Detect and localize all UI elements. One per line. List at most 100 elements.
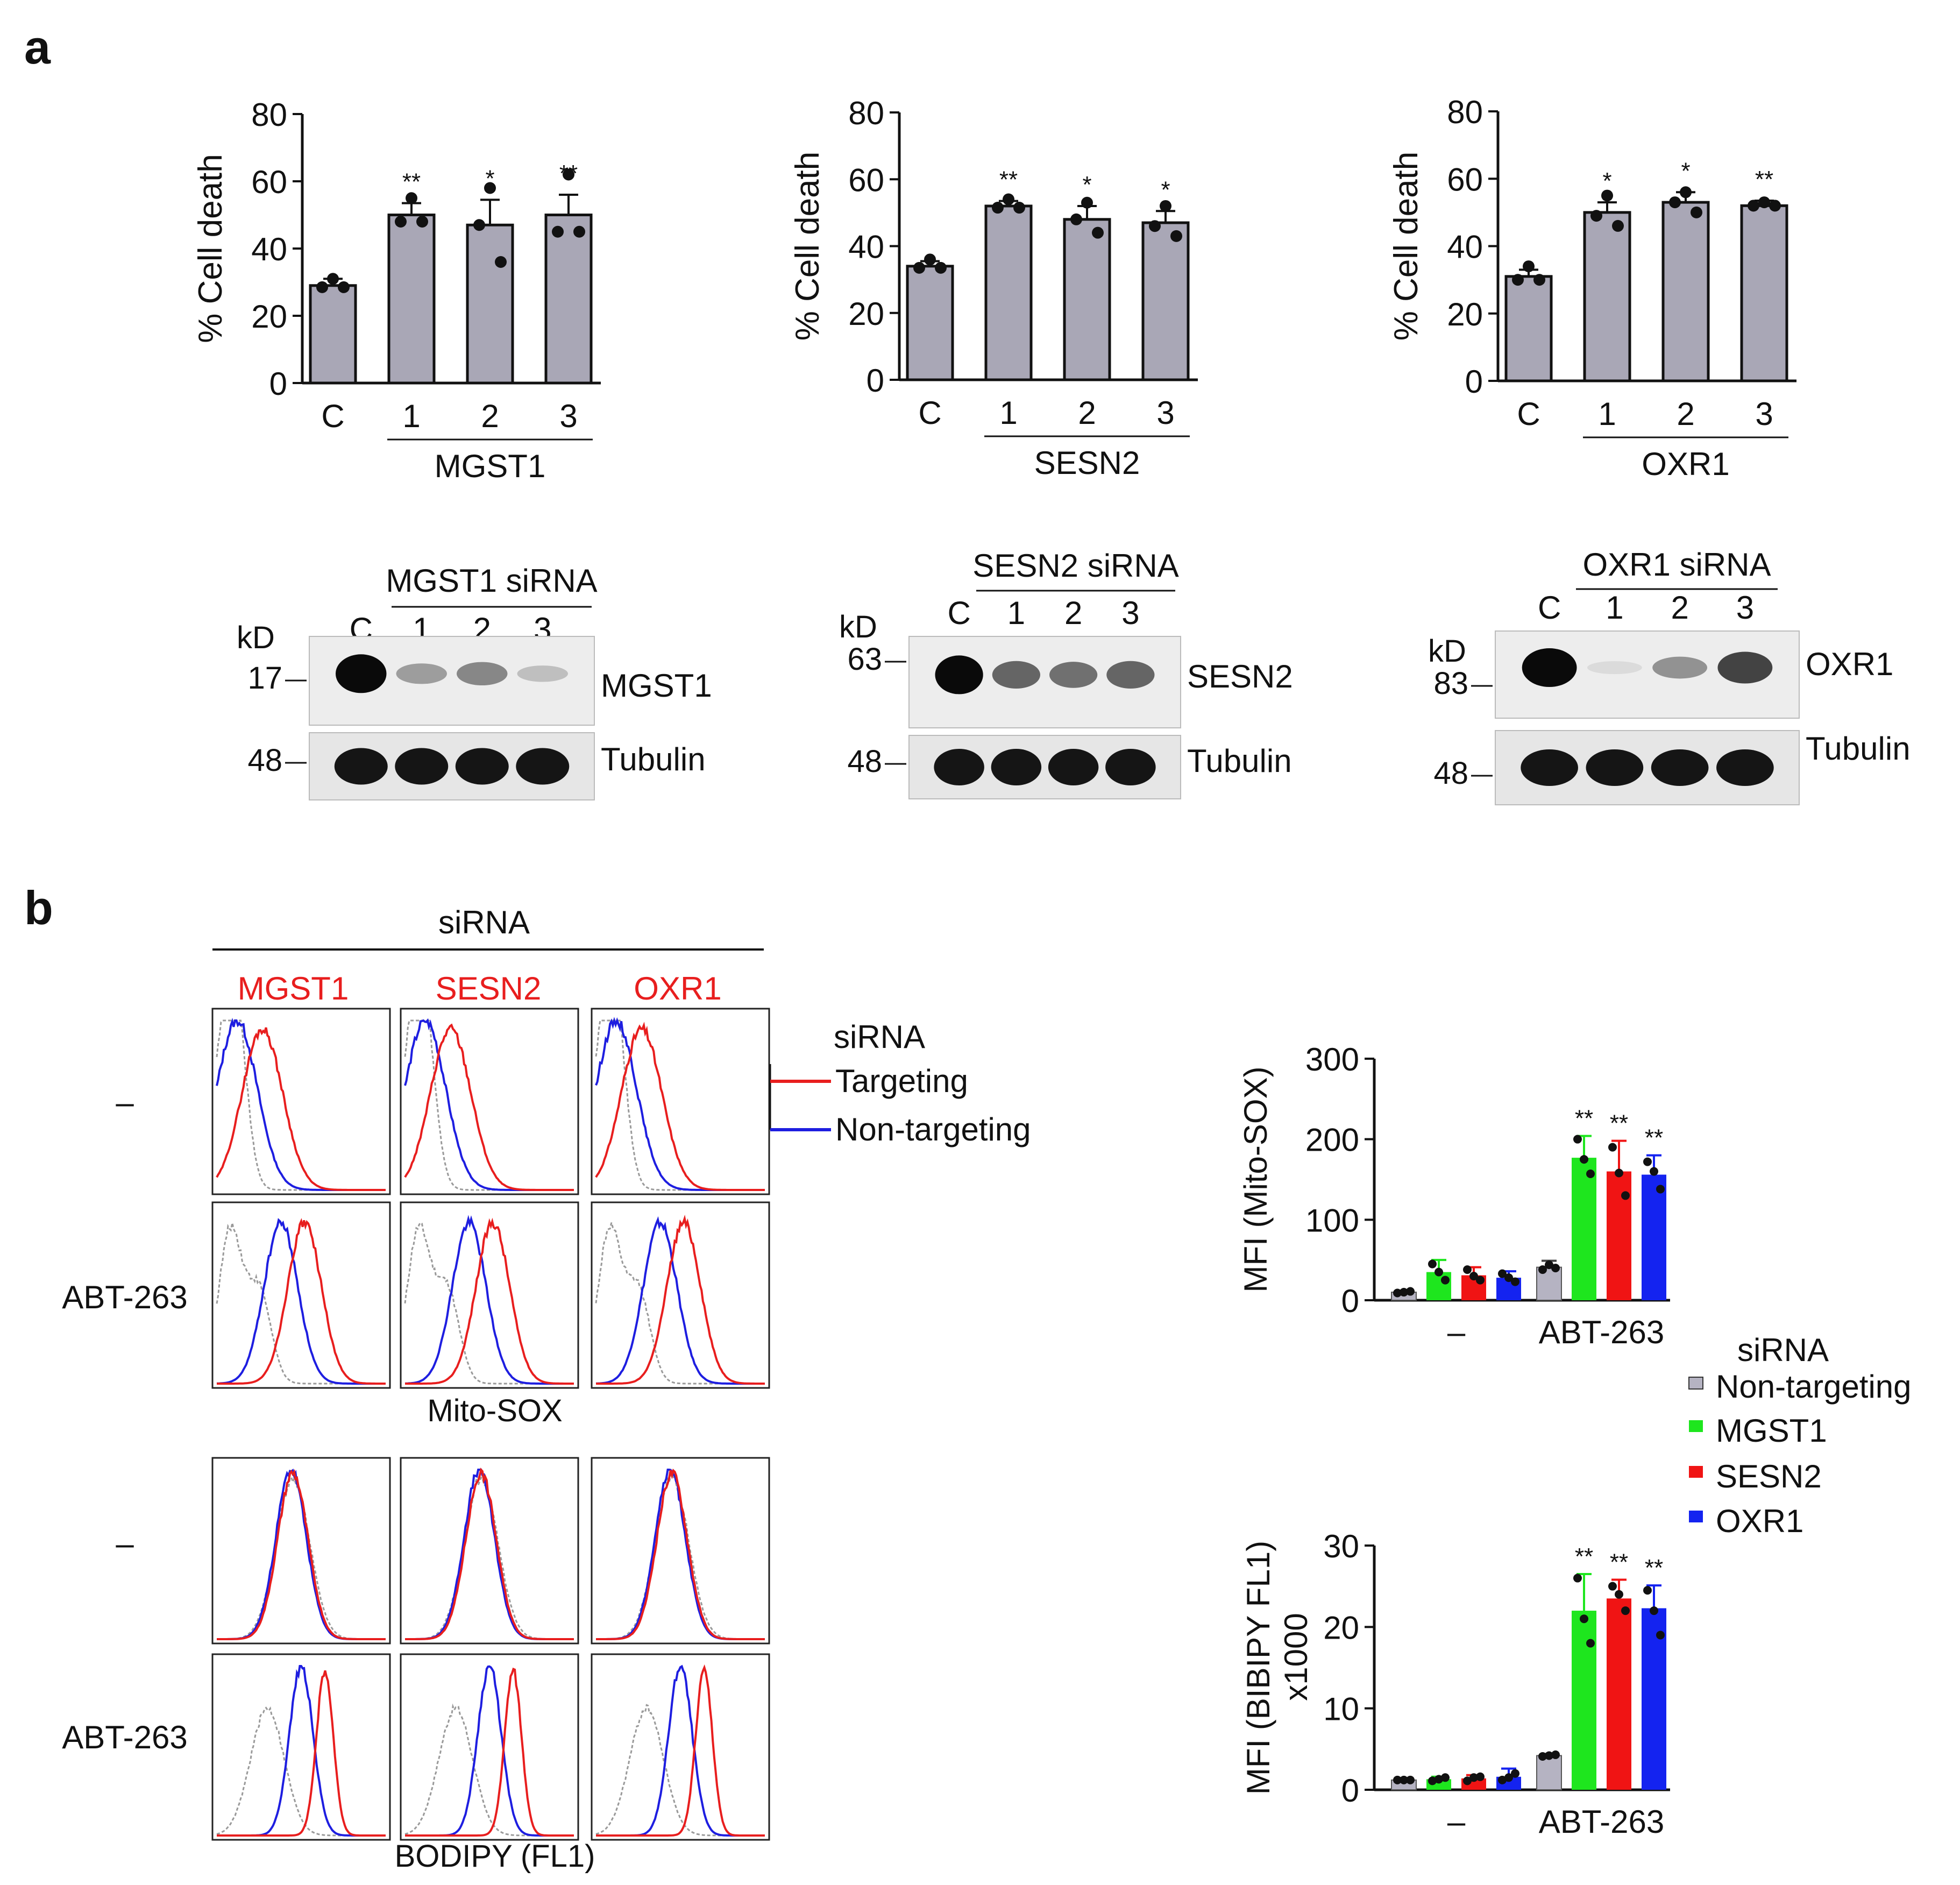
significance-marker: ** [1645,1125,1663,1151]
bar [1141,221,1190,381]
y-tick-label: 0 [867,363,884,399]
data-point [495,256,507,268]
data-point [1573,1135,1582,1144]
tubulin-band [991,749,1042,785]
flow-legend-nontargeting: Non-targeting [835,1111,1031,1147]
x-tick-label: 3 [559,398,577,434]
y-tick-label: 0 [1341,1773,1359,1809]
oxr1-cell-death-chart: 0 20 40 60 80 % Cell death C * 1 * 2 ** 3 OXR1 [1388,94,1796,482]
data-point [1400,1288,1408,1297]
data-point [1428,1776,1437,1785]
tubulin-band [334,748,388,785]
data-point [316,281,328,293]
data-point [1615,1168,1623,1178]
y-tick-label: 40 [251,231,287,267]
flow-sirna-header: siRNA [438,904,530,940]
data-point [1608,1582,1617,1591]
data-point [1441,1275,1450,1285]
y-tick-label: 100 [1305,1202,1359,1238]
tubulin-band [455,748,509,785]
data-point [1406,1287,1415,1296]
panel-label-a: a [24,20,51,74]
significance-marker: ** [1575,1106,1593,1132]
significance-marker: ** [1610,1549,1628,1576]
histogram-panel [400,1653,579,1841]
group-label: SESN2 [1034,445,1140,481]
data-point [1538,1265,1547,1274]
bar [906,265,954,381]
tubulin-band [1716,749,1774,786]
data-point [473,219,485,231]
data-point [1621,1191,1630,1200]
histogram-targeting-curve [405,1468,574,1640]
data-point [1656,1185,1665,1194]
bar-legend-title: siRNA [1737,1332,1829,1368]
tubulin-band [1521,749,1578,786]
data-point [1170,230,1182,242]
data-point [1669,196,1681,209]
blot-lane-label: 2 [1064,595,1082,631]
data-point [406,192,417,204]
data-point [992,202,1004,214]
bar [1607,1171,1631,1300]
bar [1661,201,1710,382]
histogram-panel [211,1457,391,1645]
mgst1-cell-death-chart: 0 20 40 60 80 % Cell death C ** 1 * 2 ** 3 MGST1 [192,97,601,484]
protein-band [1652,656,1708,679]
significance-marker: ** [402,169,421,195]
data-point [1469,1773,1478,1782]
data-point [416,216,428,228]
blot-protein-label: MGST1 [601,668,712,704]
data-point [1092,226,1104,239]
y-tick-label: 200 [1305,1122,1359,1158]
bar [1583,211,1631,382]
histogram-targeting-curve [217,1670,386,1837]
histogram-nontargeting-curve [216,1218,386,1385]
data-point [1538,1752,1547,1761]
blot-marker-size: 83 [1433,666,1468,701]
data-point [1621,1606,1630,1615]
blot-header: MGST1 siRNA [386,563,597,599]
histogram-targeting-curve [216,1027,386,1191]
data-point [573,225,585,238]
histogram-targeting-curve [404,1023,574,1191]
data-point [1691,206,1702,218]
data-point [484,182,496,194]
bar [309,284,357,385]
x-tick-label: 3 [1156,395,1174,431]
histogram-panel [211,1201,391,1389]
data-point [1441,1773,1450,1782]
histogram-nontargeting-curve [595,1216,765,1385]
mitosox-mfi-chart: 0 100 200 300 MFI (Mito-SOX) – ** ** ** ABT-263 [1238,1041,1670,1350]
flow-legend-title: siRNA [834,1019,925,1055]
protein-band [1587,661,1642,675]
data-point [1504,1773,1513,1782]
blot-protein-label: Tubulin [601,741,706,777]
data-point [1511,1769,1519,1778]
bar [1536,1755,1562,1790]
histogram-isotype-curve [404,1222,574,1385]
data-point [1656,1631,1665,1640]
histogram-panel [400,1457,579,1645]
data-point [1003,193,1014,205]
y-tick-label: 60 [848,162,884,198]
data-point [913,261,925,274]
protein-band [1522,648,1577,688]
data-point [1769,200,1781,212]
y-tick-label: 300 [1305,1041,1359,1078]
bar-legend-mgst1: MGST1 [1716,1413,1827,1449]
y-tick-label: 80 [251,97,287,133]
bar [1607,1598,1631,1790]
data-point [1643,1586,1652,1595]
blot-marker-size: 63 [847,642,882,677]
tubulin-band [395,748,449,785]
data-point [1435,1775,1443,1784]
tubulin-band [934,749,984,785]
data-point [1463,1776,1472,1785]
data-point [1469,1272,1478,1281]
blot-header: SESN2 siRNA [972,548,1178,584]
data-point [1435,1267,1443,1277]
bar-legend-swatch-sesn2 [1689,1466,1703,1478]
y-tick-label: 60 [251,164,287,200]
significance-marker: * [485,165,494,192]
